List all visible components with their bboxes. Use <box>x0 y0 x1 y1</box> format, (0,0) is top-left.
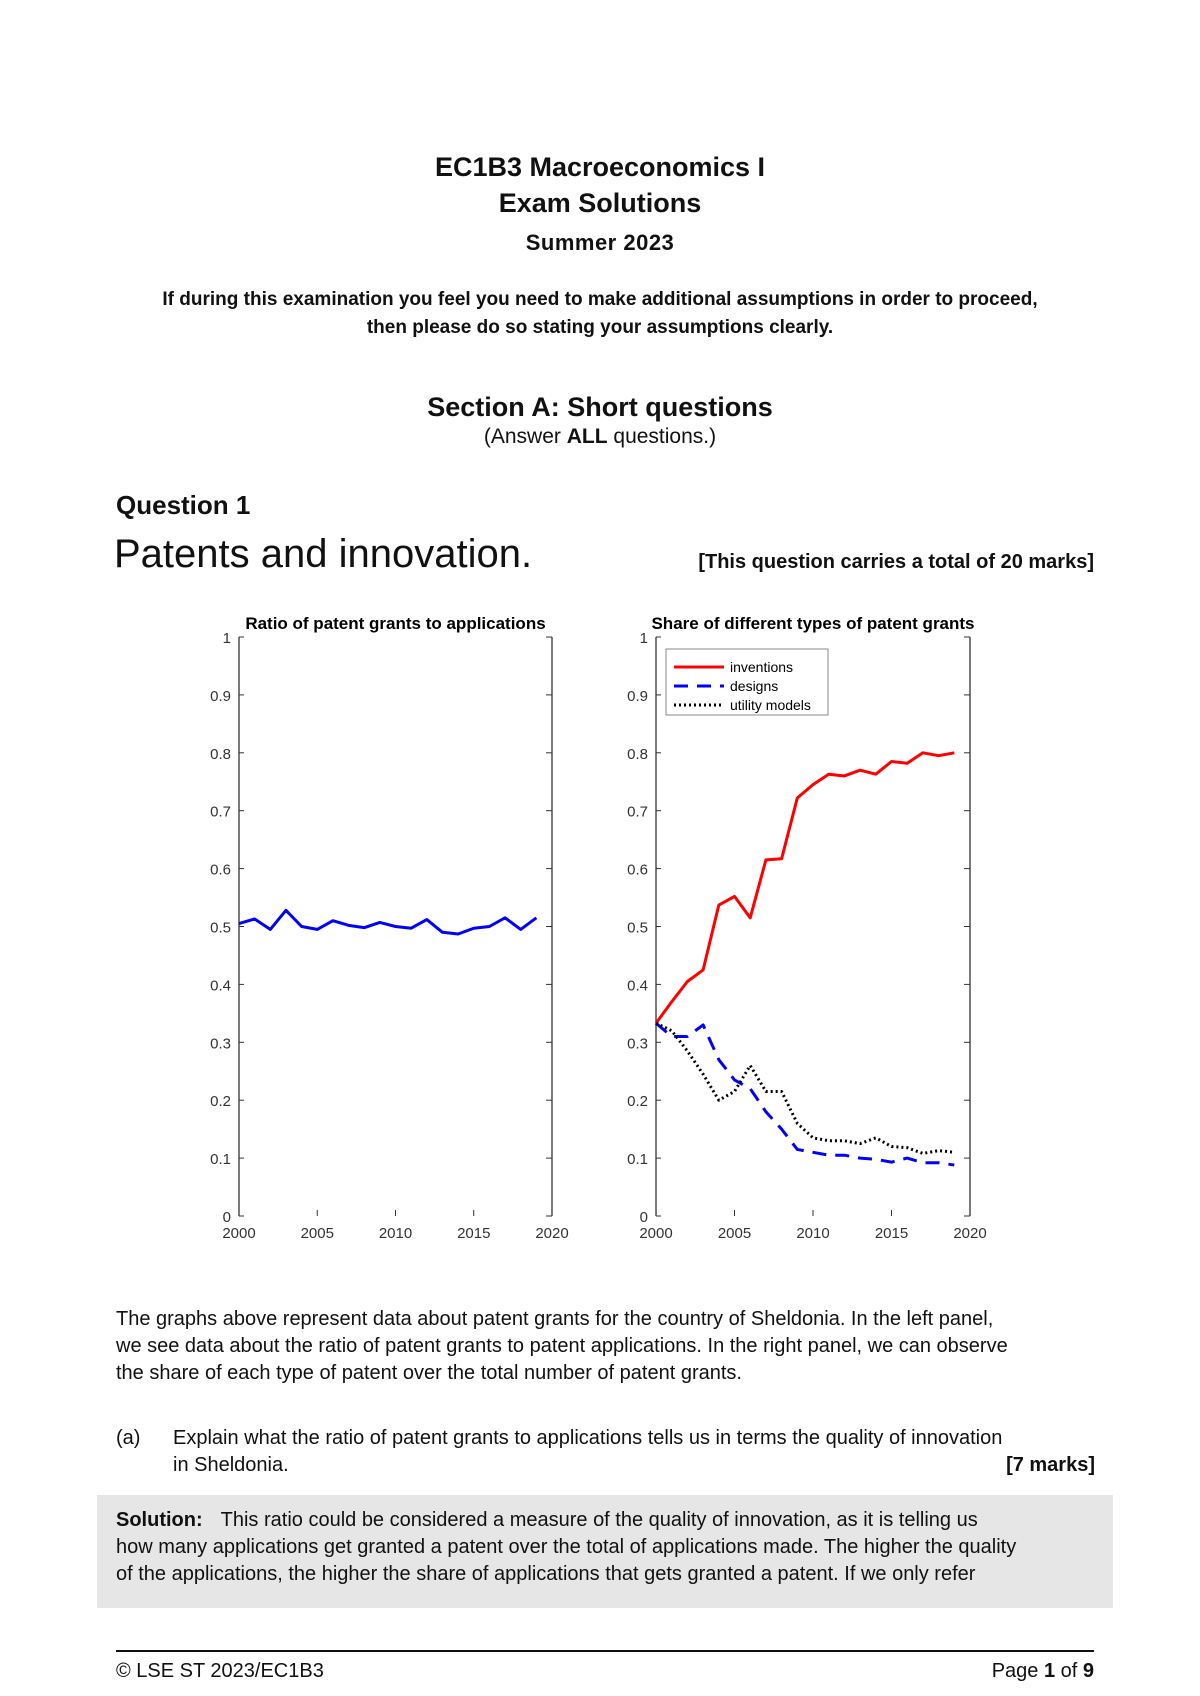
question-title: Patents and innovation. <box>114 532 533 576</box>
intro-line: we see data about the ratio of patent gr… <box>116 1335 1008 1357</box>
part-a-line-1: Explain what the ratio of patent grants … <box>173 1427 1003 1449</box>
y-tick-label: 0.3 <box>210 1035 231 1052</box>
y-tick-label: 0.5 <box>627 920 648 937</box>
intro-line: The graphs above represent data about pa… <box>116 1308 994 1330</box>
x-tick-label: 2020 <box>535 1225 568 1242</box>
instructions-line-1: If during this examination you feel you … <box>162 289 1038 310</box>
x-tick-label: 2010 <box>379 1225 412 1242</box>
y-tick-label: 0.7 <box>627 804 648 821</box>
page-pre: Page <box>991 1660 1044 1682</box>
series-line-utility-models <box>655 1021 955 1155</box>
y-tick-label: 0.4 <box>627 977 648 994</box>
chart-left: Ratio of patent grants to applications 0 0… <box>210 614 569 1242</box>
solution-text: Solution: This ratio could be considered … <box>116 1507 1094 1588</box>
part-a-text: Explain what the ratio of patent grants … <box>173 1425 1095 1479</box>
doc-title: Exam Solutions <box>498 188 702 218</box>
sub-bold: ALL <box>566 425 608 448</box>
term: Summer 2023 <box>525 230 675 255</box>
legend-label: inventions <box>730 659 793 675</box>
solution-line: of the applications, the higher the shar… <box>116 1563 976 1585</box>
intro-line: the share of each type of patent over th… <box>116 1362 742 1384</box>
question-label: Question 1 <box>116 490 251 520</box>
y-tick-label: 0.1 <box>627 1151 648 1168</box>
series-line-inventions <box>654 751 955 1025</box>
x-tick-label: 2000 <box>222 1225 255 1242</box>
footer-left: © LSE ST 2023/EC1B3 <box>116 1660 324 1682</box>
y-tick-label: 0.4 <box>210 977 231 994</box>
y-tick-label: 0 <box>640 1209 648 1226</box>
legend-box <box>665 648 829 716</box>
section-title: Section A: Short questions <box>427 392 773 422</box>
series-line-designs <box>655 1022 955 1167</box>
y-tick-label: 0.8 <box>210 746 231 763</box>
page-number: Page 1 of 9 <box>992 1660 1094 1683</box>
y-tick-label: 0.9 <box>627 688 648 705</box>
y-tick-label: 1 <box>223 630 231 647</box>
y-tick-label: 0.3 <box>627 1035 648 1052</box>
sub-pre: (Answer <box>483 425 567 448</box>
legend-label: utility models <box>730 697 811 713</box>
instructions-line-2: then please do so stating your assumptio… <box>366 317 834 338</box>
chart-title: Share of different types of patent grant… <box>651 614 974 633</box>
page-mid: of <box>1055 1660 1083 1682</box>
part-a-label: (a) <box>116 1427 141 1449</box>
sub-post: questions.) <box>607 425 717 448</box>
solution-line: how many applications get granted a pate… <box>116 1536 1017 1558</box>
x-tick-label: 2005 <box>301 1225 334 1242</box>
y-tick-label: 0.8 <box>627 746 648 763</box>
y-tick-label: 1 <box>640 630 648 647</box>
x-tick-label: 2000 <box>639 1225 672 1242</box>
solution-box <box>97 1495 1113 1608</box>
y-tick-label: 0.2 <box>210 1093 231 1110</box>
y-tick-label: 0.7 <box>210 804 231 821</box>
x-tick-label: 2015 <box>875 1225 908 1242</box>
y-tick-label: 0.1 <box>210 1151 231 1168</box>
y-tick-label: 0.2 <box>627 1093 648 1110</box>
footer-rule <box>116 1650 1094 1652</box>
page-total: 9 <box>1082 1660 1094 1682</box>
part-a-marks: [7 marks] <box>1006 1454 1095 1476</box>
chart-right: Share of different types of patent grant… <box>627 614 987 1242</box>
y-tick-label: 0.6 <box>210 862 231 879</box>
solution-line: This ratio could be considered a measure… <box>220 1509 978 1531</box>
legend-label: designs <box>730 678 778 694</box>
y-tick-label: 0.6 <box>627 862 648 879</box>
page-current: 1 <box>1043 1660 1056 1682</box>
x-tick-label: 2010 <box>796 1225 829 1242</box>
question-marks: [This question carries a total of 20 mar… <box>698 551 1094 573</box>
y-tick-label: 0 <box>223 1209 231 1226</box>
solution-label: Solution: <box>116 1509 203 1531</box>
x-tick-label: 2015 <box>457 1225 490 1242</box>
x-tick-label: 2020 <box>953 1225 986 1242</box>
series-line-ratio <box>238 908 538 936</box>
course-title: EC1B3 Macroeconomics I <box>434 152 766 182</box>
y-tick-label: 0.9 <box>210 688 231 705</box>
section-subtitle: (Answer ALL questions.) <box>0 425 1200 449</box>
chart-title: Ratio of patent grants to applications <box>245 614 545 633</box>
x-tick-label: 2005 <box>718 1225 751 1242</box>
part-a-line-2: in Sheldonia. <box>173 1454 289 1476</box>
y-tick-label: 0.5 <box>210 920 231 937</box>
